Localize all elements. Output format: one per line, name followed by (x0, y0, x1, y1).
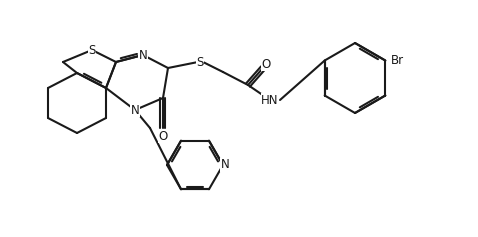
Text: HN: HN (261, 94, 279, 106)
Text: O: O (261, 58, 271, 70)
Text: N: N (139, 49, 147, 61)
Text: N: N (130, 104, 140, 117)
Text: O: O (158, 129, 168, 142)
Text: Br: Br (391, 54, 404, 67)
Text: N: N (221, 159, 229, 172)
Text: S: S (88, 44, 96, 56)
Text: S: S (196, 55, 204, 68)
